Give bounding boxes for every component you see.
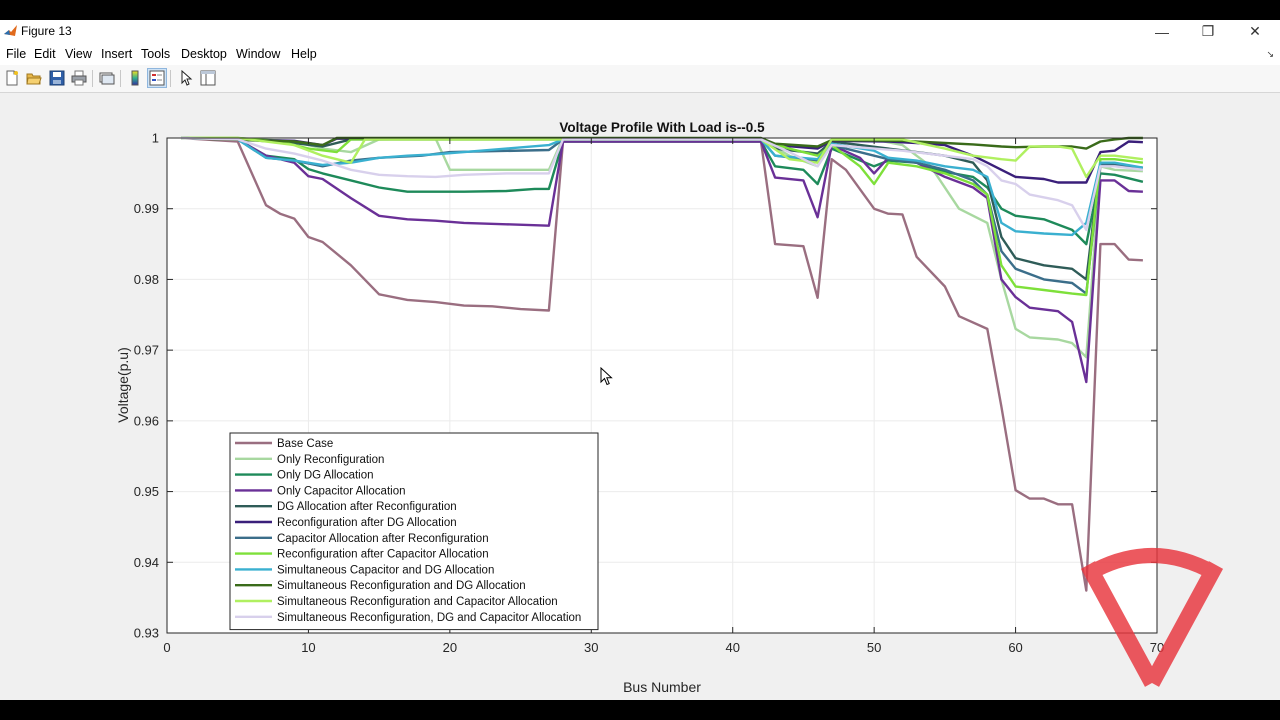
x-tick-label: 40 [725,640,739,655]
watermark-logo [1080,548,1224,687]
x-tick-label: 50 [867,640,881,655]
legend-entry-label: Simultaneous Reconfiguration and Capacit… [277,596,558,608]
legend-entry-label: Only Reconfiguration [277,454,384,466]
menu-window[interactable]: Window [236,47,281,61]
legend-entry-label: Reconfiguration after DG Allocation [277,517,457,529]
screen-bottom-bar [0,700,1280,720]
restore-icon: ❐ [1201,23,1215,39]
series-line-1[interactable] [181,136,1143,592]
property-inspector-icon [200,70,216,86]
axes-box [166,137,1158,634]
screen-top-bar [0,0,1280,20]
save-icon [49,70,65,86]
y-tick-label: 0.93 [134,626,159,641]
legend-entry-label: Reconfiguration after Capacitor Allocati… [277,549,489,561]
menu-view[interactable]: View [65,47,92,61]
print-icon [71,70,87,86]
y-tick-label: 0.99 [134,201,159,216]
legend-entry-label: Capacitor Allocation after Reconfigurati… [277,533,489,545]
x-tick-label: 30 [584,640,598,655]
window-title: Figure 13 [21,24,72,38]
legend-entry-label: DG Allocation after Reconfiguration [277,501,457,513]
new-figure-icon [6,70,18,86]
legend-entry-label: Only Capacitor Allocation [277,485,405,497]
link-plot-button[interactable] [97,68,117,88]
toolbar-separator [120,70,121,87]
voltage-profile-chart[interactable]: 0 10 20 30 40 50 60 700.930.940.950.960.970.980… [0,93,1280,700]
close-button[interactable]: ✕ [1232,20,1278,43]
figure-toolbar [0,65,1280,93]
restore-button[interactable]: ❐ [1185,20,1231,43]
legend-entry-label: Base Case [277,438,333,450]
insert-legend-button[interactable] [147,68,167,88]
open-file-icon [26,73,42,85]
y-tick-label: 0.95 [134,484,159,499]
menu-edit[interactable]: Edit [34,47,56,61]
y-tick-label: 0.96 [134,413,159,428]
property-inspector-button[interactable] [198,68,218,88]
insert-legend-icon [149,70,165,86]
new-figure-button[interactable] [2,68,22,88]
dock-arrow-icon[interactable]: ↘ [1266,49,1274,59]
print-button[interactable] [69,68,89,88]
insert-colorbar-icon [131,70,139,86]
legend-box [229,432,599,631]
title-bar: Figure 13 — ❐ ✕ [0,20,1280,43]
legend-entry-label: Simultaneous Reconfiguration, DG and Cap… [277,612,581,624]
x-tick-label: 10 [301,640,315,655]
menu-desktop[interactable]: Desktop [181,47,227,61]
x-axis-label: Bus Number [623,679,701,695]
edit-plot-button[interactable] [176,68,196,88]
menu-file[interactable]: File [6,47,27,61]
legend-entry-label: Simultaneous Reconfiguration and DG Allo… [277,580,526,592]
series-line-11[interactable] [181,136,1144,179]
menu-help[interactable]: Help [291,47,317,61]
close-icon: ✕ [1249,23,1261,39]
open-file-button[interactable] [24,68,44,88]
series-lines [181,136,1144,592]
insert-colorbar-button[interactable] [125,68,145,88]
menu-tools[interactable]: Tools [141,47,171,61]
x-tick-label: 0 [163,640,170,655]
legend-entry-label: Only DG Allocation [277,470,374,482]
link-plot-icon [99,72,115,85]
y-tick-label: 0.98 [134,272,159,287]
axis-ticks: 0 10 20 30 40 50 60 700.930.940.950.960.970.980… [134,131,1165,656]
menu-bar: File Edit View Insert Tools Desktop Wind… [0,43,1280,65]
figure-canvas: 0 10 20 30 40 50 60 70 0.93 0.94 0.95 0.96 0.97 0.98 0… [0,93,1280,700]
figure-window: Figure 13 — ❐ ✕ File Edit View Insert To… [0,20,1280,700]
matlab-logo-icon [3,24,18,39]
menu-insert[interactable]: Insert [101,47,133,61]
y-axis-label: Voltage(p.u) [115,347,131,423]
minimize-icon: — [1155,23,1169,40]
legend[interactable]: Base Case Only Reconfiguration Only DG All… [229,432,599,631]
series-line-3[interactable] [181,136,1144,246]
legend-entry-label: Simultaneous Capacitor and DG Allocation [277,564,494,576]
x-tick-label: 20 [443,640,457,655]
edit-plot-pointer-icon [181,70,193,86]
x-tick-label: 60 [1008,640,1022,655]
series-line-8[interactable] [181,136,1144,297]
y-tick-label: 1 [152,131,159,146]
series-line-12[interactable] [181,136,1144,232]
chart-title: Voltage Profile With Load is--0.5 [559,120,765,135]
save-button[interactable] [47,68,67,88]
axes-frame [166,137,1158,634]
y-tick-label: 0.97 [134,343,159,358]
series-line-4[interactable] [181,136,1143,384]
mouse-cursor-icon [600,367,613,386]
toolbar-separator [170,70,171,87]
toolbar-separator [92,70,93,87]
minimize-button[interactable]: — [1139,20,1185,43]
y-tick-label: 0.94 [134,555,159,570]
